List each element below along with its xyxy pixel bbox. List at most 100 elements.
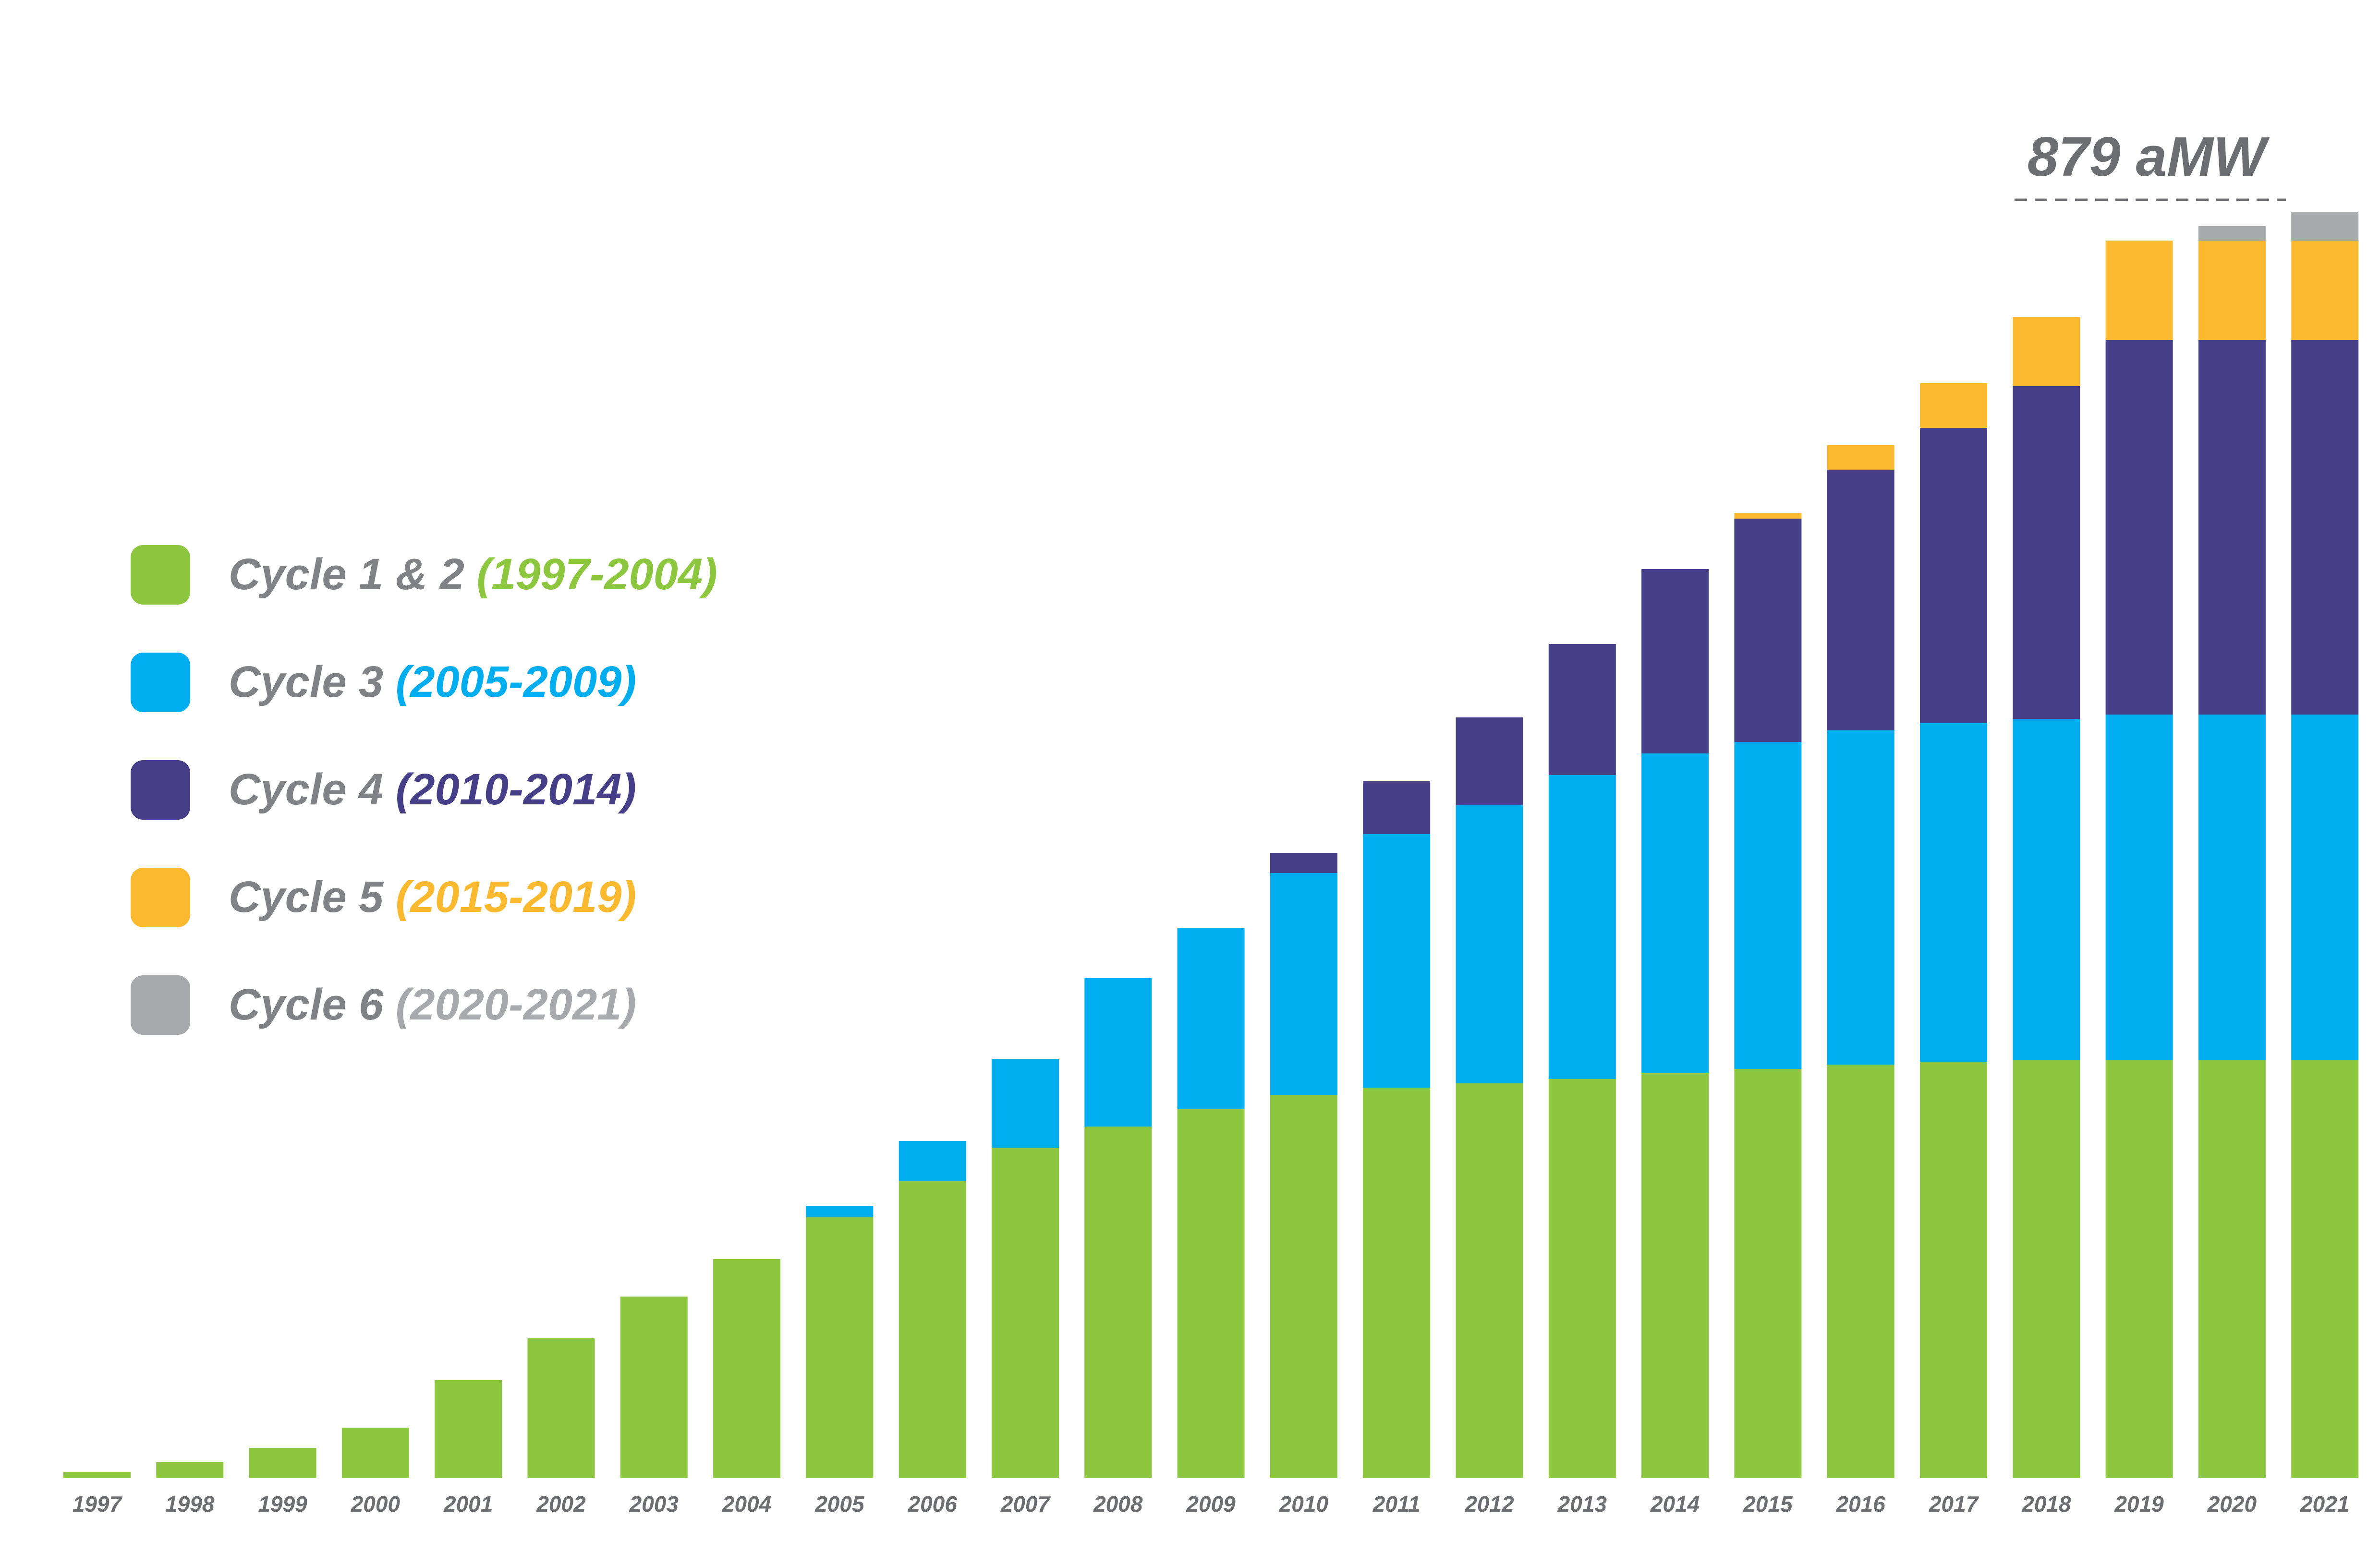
legend-label-cycle-5: Cycle 6 (2020-2021) xyxy=(229,980,636,1029)
bar-segment-2016-cycle-1 xyxy=(1827,1065,1894,1478)
legend-cycle-name: Cycle 6 xyxy=(229,980,396,1029)
bar-segment-2009-cycle-1 xyxy=(1177,1109,1245,1478)
legend-swatch-cycle-3 xyxy=(131,760,190,820)
bar-segment-2018-cycle-4 xyxy=(2013,317,2080,386)
bar-segment-2017-cycle-2 xyxy=(1920,723,1987,1062)
bar-segment-2014-cycle-2 xyxy=(1641,753,1709,1073)
bar-segment-2005-cycle-1 xyxy=(806,1217,874,1478)
bar-segment-2020-cycle-2 xyxy=(2198,715,2266,1060)
legend-cycle-name: Cycle 5 xyxy=(229,873,396,922)
x-tick-label: 2011 xyxy=(1372,1492,1421,1516)
total-annotation: 879 aMW xyxy=(2015,125,2286,201)
x-tick-label: 2009 xyxy=(1186,1492,1236,1516)
x-tick-label: 2015 xyxy=(1743,1492,1793,1516)
legend-cycle-range: (2010-2014) xyxy=(396,765,636,814)
bar-segment-2016-cycle-3 xyxy=(1827,470,1894,730)
bar-segment-2013-cycle-2 xyxy=(1548,775,1616,1079)
bar-segment-2006-cycle-2 xyxy=(899,1141,966,1181)
bar-segment-2021-cycle-4 xyxy=(2291,241,2359,340)
legend-swatch-cycle-2 xyxy=(131,653,190,712)
bar-segment-2020-cycle-1 xyxy=(2198,1060,2266,1478)
legend: Cycle 1 & 2 (1997-2004) Cycle 3 (2005-200… xyxy=(131,545,717,1035)
x-tick-label: 2019 xyxy=(2114,1492,2164,1516)
bar-segment-2020-cycle-3 xyxy=(2198,340,2266,715)
bar-segment-2007-cycle-1 xyxy=(992,1148,1059,1478)
legend-cycle-name: Cycle 1 & 2 xyxy=(229,550,477,599)
legend-swatch-cycle-4 xyxy=(131,868,190,927)
bar-segment-2016-cycle-2 xyxy=(1827,730,1894,1065)
bar-segment-2020-cycle-5 xyxy=(2198,226,2266,241)
bar-segment-2019-cycle-1 xyxy=(2105,1060,2173,1478)
bar-segment-2013-cycle-3 xyxy=(1548,644,1616,775)
bar-segment-2015-cycle-3 xyxy=(1734,519,1802,742)
bar-segment-2007-cycle-2 xyxy=(992,1059,1059,1148)
x-tick-label: 2002 xyxy=(536,1492,586,1516)
bar-segment-2014-cycle-3 xyxy=(1641,569,1709,753)
bar-segment-2001-cycle-1 xyxy=(435,1380,502,1478)
bar-segment-2015-cycle-2 xyxy=(1734,742,1802,1069)
bar-segment-2013-cycle-1 xyxy=(1548,1079,1616,1478)
bar-segment-2008-cycle-2 xyxy=(1084,978,1152,1127)
bar-segment-2011-cycle-3 xyxy=(1363,781,1431,834)
bar-segment-2020-cycle-4 xyxy=(2198,241,2266,340)
x-tick-label: 1997 xyxy=(73,1492,123,1516)
x-tick-label: 2012 xyxy=(1464,1492,1514,1516)
x-tick-label: 2017 xyxy=(1929,1492,1979,1516)
bar-segment-2018-cycle-3 xyxy=(2013,386,2080,719)
bar-segment-2004-cycle-1 xyxy=(713,1259,781,1478)
bar-segment-2012-cycle-3 xyxy=(1456,717,1523,805)
legend-cycle-range: (2005-2009) xyxy=(396,657,636,706)
x-tick-label: 2004 xyxy=(722,1492,771,1516)
bar-segment-1998-cycle-1 xyxy=(156,1462,224,1478)
legend-label-cycle-2: Cycle 3 (2005-2009) xyxy=(229,657,636,706)
bar-segment-2015-cycle-1 xyxy=(1734,1069,1802,1478)
legend-cycle-range: (2020-2021) xyxy=(396,980,636,1029)
legend-cycle-name: Cycle 3 xyxy=(229,657,396,706)
bar-segment-2017-cycle-4 xyxy=(1920,383,1987,428)
bar-segment-2015-cycle-4 xyxy=(1734,513,1802,519)
legend-swatch-cycle-5 xyxy=(131,975,190,1035)
x-tick-label: 2008 xyxy=(1093,1492,1143,1516)
bar-segment-2021-cycle-2 xyxy=(2291,715,2359,1060)
x-tick-label: 1998 xyxy=(165,1492,215,1516)
x-tick-label: 2006 xyxy=(908,1492,958,1516)
bar-segment-2018-cycle-1 xyxy=(2013,1060,2080,1478)
bar-segment-2011-cycle-1 xyxy=(1363,1088,1431,1478)
bar-segment-2012-cycle-2 xyxy=(1456,805,1523,1083)
bar-segment-2006-cycle-1 xyxy=(899,1181,966,1478)
legend-cycle-name: Cycle 4 xyxy=(229,765,396,814)
bar-segment-2009-cycle-2 xyxy=(1177,928,1245,1109)
x-tick-label: 2010 xyxy=(1279,1492,1329,1516)
bar-segment-2017-cycle-3 xyxy=(1920,428,1987,723)
annotation-label: 879 aMW xyxy=(2028,125,2270,188)
legend-label-cycle-4: Cycle 5 (2015-2019) xyxy=(229,873,636,922)
bar-segment-1997-cycle-1 xyxy=(63,1472,131,1478)
x-tick-label: 2001 xyxy=(443,1492,493,1516)
bars-group xyxy=(63,212,2359,1478)
bar-segment-2019-cycle-4 xyxy=(2105,241,2173,340)
legend-label-cycle-3: Cycle 4 (2010-2014) xyxy=(229,765,636,814)
bar-segment-2019-cycle-2 xyxy=(2105,715,2173,1060)
x-tick-label: 2003 xyxy=(629,1492,679,1516)
x-tick-label: 2013 xyxy=(1557,1492,1607,1516)
bar-segment-2011-cycle-2 xyxy=(1363,834,1431,1088)
x-tick-label: 2020 xyxy=(2207,1492,2257,1516)
bar-segment-2016-cycle-4 xyxy=(1827,445,1894,470)
x-tick-label: 2016 xyxy=(1836,1492,1886,1516)
bar-segment-2018-cycle-2 xyxy=(2013,719,2080,1060)
bar-segment-2000-cycle-1 xyxy=(341,1428,409,1478)
legend-swatch-cycle-1 xyxy=(131,545,190,605)
bar-segment-2010-cycle-2 xyxy=(1270,873,1337,1095)
bar-segment-2021-cycle-3 xyxy=(2291,340,2359,715)
bar-segment-2021-cycle-1 xyxy=(2291,1060,2359,1478)
x-tick-label: 2014 xyxy=(1650,1492,1700,1516)
x-tick-label: 2000 xyxy=(351,1492,401,1516)
bar-segment-2010-cycle-3 xyxy=(1270,853,1337,873)
bar-segment-2002-cycle-1 xyxy=(527,1338,595,1478)
x-tick-label: 2021 xyxy=(2300,1492,2349,1516)
legend-label-cycle-1: Cycle 1 & 2 (1997-2004) xyxy=(229,550,717,599)
bar-segment-2014-cycle-1 xyxy=(1641,1073,1709,1478)
bar-segment-2008-cycle-1 xyxy=(1084,1127,1152,1478)
bar-segment-2019-cycle-3 xyxy=(2105,340,2173,715)
